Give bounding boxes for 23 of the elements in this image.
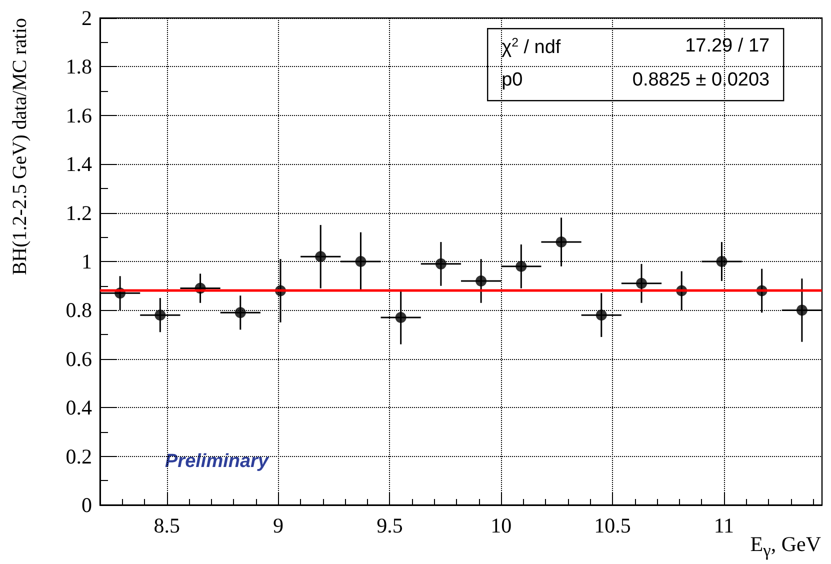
x-tick-label: 10.5 bbox=[594, 514, 631, 538]
y-tick-label: 1.4 bbox=[66, 152, 92, 176]
y-tick-label: 1.6 bbox=[66, 103, 92, 128]
y-tick-label: 0.4 bbox=[66, 396, 92, 420]
y-tick-label: 0.8 bbox=[66, 298, 92, 322]
annotation: 0.8825 ± 0.0203 bbox=[632, 70, 770, 91]
y-tick-label: 1.2 bbox=[66, 200, 92, 225]
x-axis-title: E$_{γ}$, GeV bbox=[750, 532, 821, 562]
x-tick-label: 10 bbox=[490, 514, 512, 538]
annotation: Preliminary bbox=[165, 451, 270, 472]
x-tick-label: 9.5 bbox=[376, 514, 403, 538]
annotation: 17.29 / 17 bbox=[685, 36, 770, 57]
y-tick-label: 0 bbox=[82, 493, 92, 517]
x-tick-label: 9 bbox=[273, 514, 284, 538]
y-tick-label: 2 bbox=[82, 6, 92, 30]
y-tick-label: 1 bbox=[82, 250, 92, 274]
y-tick-label: 1.8 bbox=[66, 54, 92, 79]
x-tick-label: 11 bbox=[714, 514, 734, 538]
annotation: p0 bbox=[502, 70, 523, 91]
y-tick-label: 0.2 bbox=[66, 444, 92, 468]
y-axis-title: BH(1.2-2.5 GeV) data/MC ratio bbox=[9, 18, 31, 276]
y-tick-label: 0.6 bbox=[66, 346, 92, 371]
x-tick-label: 8.5 bbox=[154, 514, 180, 538]
